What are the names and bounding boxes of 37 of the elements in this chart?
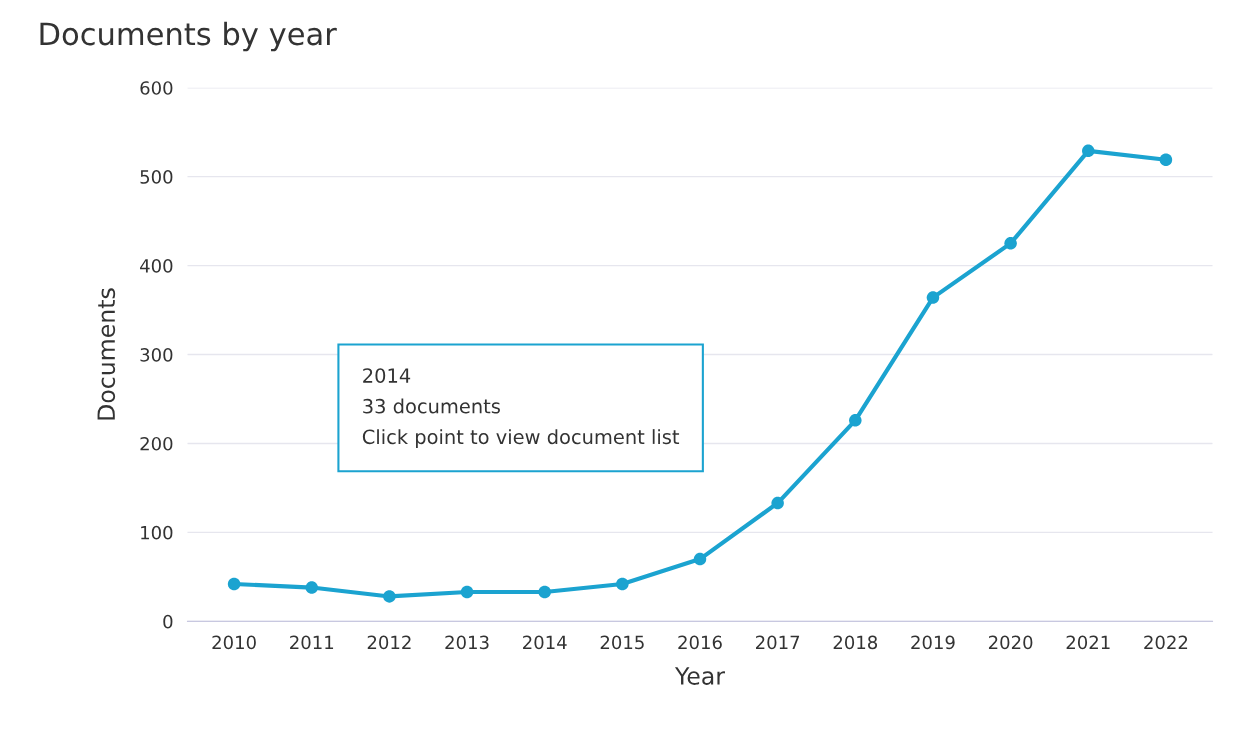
- x-tick-label: 2020: [988, 635, 1033, 650]
- y-axis-title: Documents: [97, 288, 116, 420]
- x-tick-label: 2017: [756, 635, 800, 650]
- x-tick-label: 2021: [1066, 635, 1110, 650]
- point: [383, 590, 396, 603]
- x-tick-label: 2014: [523, 635, 567, 650]
- x-tick-label: 2022: [1144, 635, 1188, 650]
- x-tick-label: 2011: [290, 635, 334, 650]
- point: [227, 577, 241, 591]
- point: [616, 577, 629, 591]
- x-tick-label: 2016: [678, 635, 722, 650]
- y-tick-label: 100: [141, 525, 173, 540]
- point: [1004, 237, 1017, 250]
- x-axis-title: Year: [674, 667, 725, 685]
- y-tick-label: 200: [140, 436, 173, 451]
- y-tick-label: 600: [140, 81, 173, 95]
- x-tick-label: 2010: [212, 635, 256, 650]
- x-tick-label: 2019: [911, 635, 955, 650]
- chart-title: Documents by year: [40, 21, 337, 52]
- point: [926, 291, 940, 304]
- y-tick-label: 500: [140, 170, 173, 184]
- y-tick-label: 0: [163, 614, 173, 629]
- point: [693, 552, 707, 566]
- point: [460, 585, 474, 599]
- y-tick-label: 300: [140, 347, 173, 362]
- x-tick-label: 2018: [833, 635, 878, 650]
- annotation: 2014 33 documents Click point to view document list: [362, 368, 680, 448]
- point: [771, 496, 784, 510]
- point: [1082, 144, 1095, 158]
- point: [538, 585, 551, 599]
- x-tick-label: 2013: [445, 635, 489, 650]
- y-tick-label: 400: [140, 259, 173, 273]
- x-tick-label: 2012: [367, 635, 411, 650]
- x-tick-label: 2015: [600, 635, 644, 650]
- point: [305, 581, 318, 594]
- point: [849, 414, 862, 427]
- point: [1159, 153, 1173, 167]
